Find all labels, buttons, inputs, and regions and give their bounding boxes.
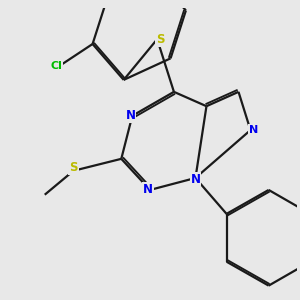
Text: N: N bbox=[125, 109, 136, 122]
Text: S: S bbox=[69, 161, 78, 174]
Text: N: N bbox=[190, 173, 200, 186]
Text: N: N bbox=[249, 125, 258, 135]
Text: Cl: Cl bbox=[50, 61, 62, 70]
Text: S: S bbox=[156, 33, 164, 46]
Text: N: N bbox=[143, 183, 153, 196]
